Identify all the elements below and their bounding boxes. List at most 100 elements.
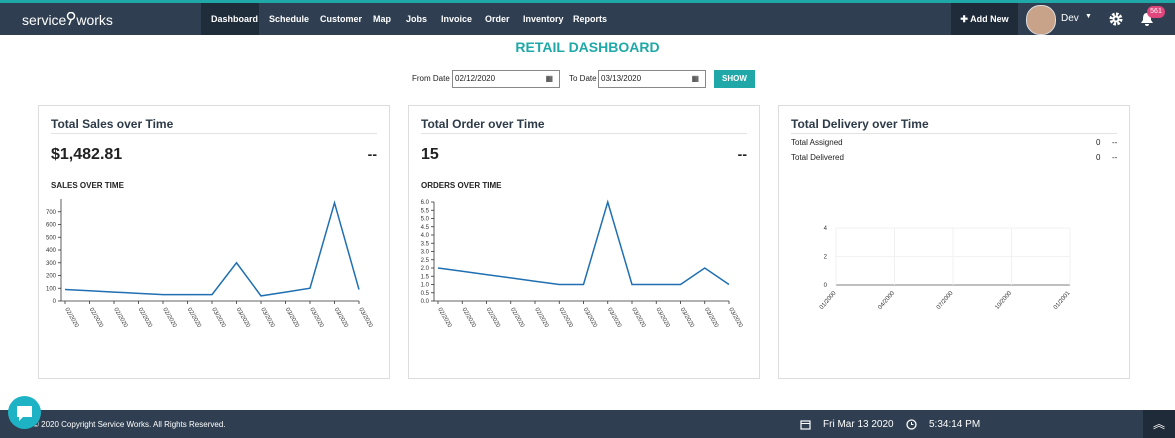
pin-icon [67, 11, 76, 26]
from-date-input[interactable]: 02/12/2020 ▦ [452, 70, 560, 88]
delivery-card: Total Delivery over Time Total Assigned 0… [778, 105, 1130, 379]
y-tick-label: 2.0 [421, 266, 430, 272]
orders-card: Total Order over Time 15 -- ORDERS OVER … [408, 105, 760, 379]
nav-item[interactable]: Schedule [269, 14, 310, 24]
card-total: 15 [421, 146, 439, 163]
y-tick-label: 3.5 [421, 241, 430, 247]
nav-item[interactable]: Customer [320, 14, 363, 24]
nav-active-bg [201, 3, 259, 35]
calendar-icon: ▦ [691, 74, 699, 83]
from-label: From Date [412, 74, 450, 83]
clock-icon [906, 419, 917, 430]
y-tick-label: 1.0 [421, 283, 430, 289]
y-tick-label: 0.0 [421, 299, 430, 305]
row-label: Total Delivered [791, 153, 844, 162]
settings-icon[interactable] [1109, 12, 1123, 26]
x-tick-label: 03/2020 [606, 307, 622, 329]
y-tick-label: 4.5 [421, 225, 430, 231]
nav-item[interactable]: Dashboard [211, 14, 259, 24]
footer-time: 5:34:14 PM [929, 419, 981, 430]
add-new-label: Add New [970, 14, 1009, 24]
footer-date: Fri Mar 13 2020 [823, 419, 894, 430]
y-tick-label: 0 [53, 299, 57, 305]
divider [51, 133, 377, 134]
row-change: -- [1112, 138, 1118, 147]
row-value: 0 [1096, 138, 1101, 147]
nav-item[interactable]: Map [373, 14, 391, 24]
y-tick-label: 0 [824, 283, 828, 289]
logo[interactable]: service works [22, 11, 113, 28]
card-change: -- [367, 146, 377, 162]
y-tick-label: 6.0 [421, 200, 430, 206]
calendar-icon: ▦ [545, 74, 553, 83]
x-tick-label: 02/2020 [436, 307, 452, 329]
y-tick-label: 400 [46, 248, 57, 254]
card-title: Total Delivery over Time [791, 117, 929, 131]
scroll-top-button[interactable]: ︽ [1143, 410, 1175, 438]
y-tick-label: 4 [824, 226, 828, 232]
x-tick-label: 02/2020 [186, 307, 202, 329]
nav-item[interactable]: Inventory [523, 14, 564, 24]
from-date-value: 02/12/2020 [455, 74, 496, 83]
x-tick-label: 02/2020 [137, 307, 153, 329]
y-tick-label: 700 [46, 210, 57, 216]
copyright: © 2020 Copyright Service Works. All Righ… [33, 420, 226, 429]
x-tick-label: 03/2020 [259, 307, 275, 329]
y-tick-label: 5.0 [421, 217, 430, 223]
x-tick-label: 02/2020 [509, 307, 525, 329]
y-tick-label: 300 [46, 261, 57, 267]
card-total: $1,482.81 [51, 146, 123, 163]
y-tick-label: 2 [824, 255, 828, 261]
nav-item[interactable]: Jobs [406, 14, 428, 24]
x-tick-label: 03/2020 [630, 307, 646, 329]
x-tick-label: 02/2020 [112, 307, 128, 329]
to-date-value: 03/13/2020 [601, 74, 642, 83]
x-tick-label: 01/2001 [1053, 290, 1072, 311]
footer: © 2020 Copyright Service Works. All Righ… [0, 410, 1175, 438]
y-tick-label: 600 [46, 223, 57, 229]
x-tick-label: 02/2020 [461, 307, 477, 329]
chart-title: ORDERS OVER TIME [421, 181, 502, 190]
chat-button[interactable] [8, 396, 41, 429]
logo-pin [66, 11, 76, 28]
nav-item[interactable]: Invoice [441, 14, 473, 24]
x-tick-label: 03/2020 [357, 307, 373, 329]
nav-item[interactable]: Reports [573, 14, 608, 24]
add-new-button[interactable]: ✚ Add New [951, 3, 1018, 35]
x-tick-label: 03/2020 [582, 307, 598, 329]
x-tick-label: 03/2020 [235, 307, 251, 329]
to-date-input[interactable]: 03/13/2020 ▦ [598, 70, 706, 88]
y-tick-label: 0.5 [421, 291, 430, 297]
x-tick-label: 07/2000 [936, 290, 955, 311]
top-bar: service works Dashboard Schedule Customer Ma… [0, 0, 1175, 35]
chat-icon [17, 406, 32, 421]
sales-card: Total Sales over Time $1,482.81 -- SALES… [38, 105, 390, 379]
x-tick-label: 03/2020 [655, 307, 671, 329]
row-change: -- [1112, 153, 1118, 162]
x-tick-label: 10/2000 [994, 290, 1013, 311]
calendar-icon [800, 420, 811, 430]
y-tick-label: 1.5 [421, 274, 430, 280]
x-tick-label: 02/2020 [533, 307, 549, 329]
user-name[interactable]: Dev [1061, 13, 1079, 24]
x-tick-label: 02/2020 [88, 307, 104, 329]
avatar[interactable] [1026, 5, 1056, 35]
card-title: Total Sales over Time [51, 117, 174, 131]
y-tick-label: 500 [46, 235, 57, 241]
notification-badge[interactable]: 561 [1147, 6, 1165, 18]
card-title: Total Order over Time [421, 117, 545, 131]
user-caret[interactable]: ▼ [1085, 13, 1092, 20]
x-tick-label: 02/2020 [558, 307, 574, 329]
card-change: -- [737, 146, 747, 162]
divider [791, 133, 1117, 134]
x-tick-label: 03/2020 [284, 307, 300, 329]
nav-item[interactable]: Order [485, 14, 510, 24]
page-title: RETAIL DASHBOARD [515, 39, 660, 55]
line [64, 200, 360, 297]
x-tick-label: 03/2020 [210, 307, 226, 329]
x-tick-label: 02/2020 [63, 307, 79, 329]
row-value: 0 [1096, 153, 1101, 162]
show-button[interactable]: SHOW [714, 70, 755, 88]
